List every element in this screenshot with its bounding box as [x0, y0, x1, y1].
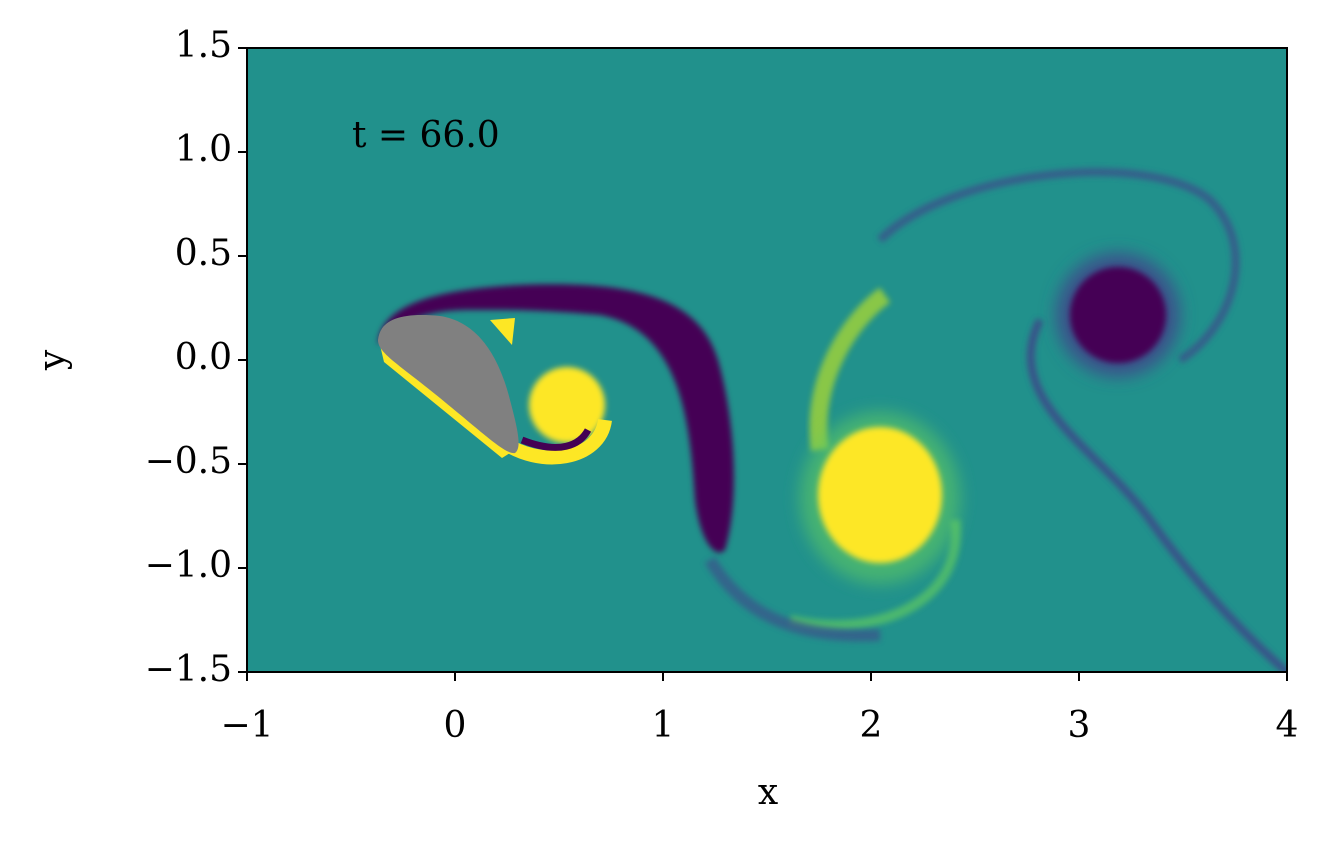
vortex-filament — [877, 168, 1240, 364]
vortex-streak — [788, 519, 961, 631]
shear-layer — [378, 284, 734, 553]
annotation: t = 66.0 — [352, 115, 500, 156]
y-tick-label: −0.5 — [145, 441, 232, 482]
vortex-negative — [1070, 267, 1166, 363]
x-tick-label: 2 — [860, 705, 883, 746]
x-axis-label: x — [758, 772, 778, 813]
x-tick-label: 3 — [1068, 705, 1091, 746]
vortex-filament — [1026, 318, 1287, 672]
y-tick-label: 1.0 — [175, 129, 232, 170]
vortex-positive — [529, 367, 605, 443]
vortex-streak — [809, 287, 891, 452]
y-tick-label: 0.0 — [175, 337, 232, 378]
x-tick-label: −1 — [220, 705, 273, 746]
y-tick-label: 1.5 — [175, 25, 232, 66]
y-tick-label: −1.0 — [145, 545, 232, 586]
vortex-streak — [520, 428, 592, 451]
vorticity-field — [378, 168, 1287, 672]
shear-layer — [490, 318, 515, 345]
airfoil — [378, 315, 519, 454]
y-tick-label: 0.5 — [175, 233, 232, 274]
vortex-streak — [704, 556, 881, 642]
x-tick-label: 4 — [1276, 705, 1299, 746]
vortex-positive — [818, 427, 942, 563]
y-tick-label: −1.5 — [145, 649, 232, 690]
x-tick-label: 1 — [652, 705, 675, 746]
x-tick-label: 0 — [444, 705, 467, 746]
y-axis-label: y — [32, 349, 73, 371]
